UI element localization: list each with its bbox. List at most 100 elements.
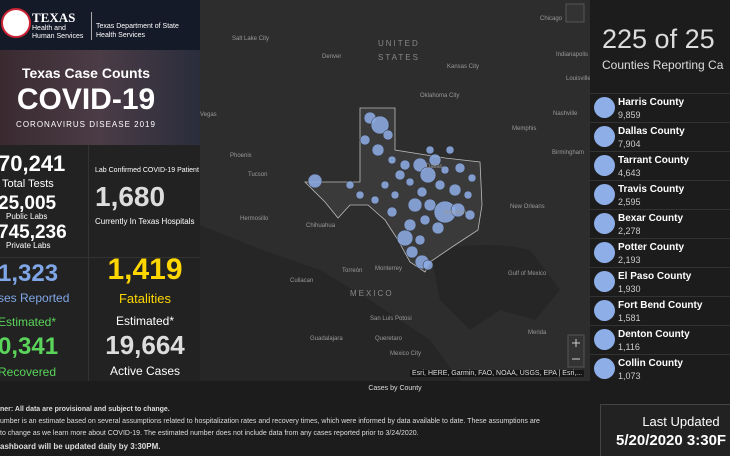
county-dot: [594, 155, 615, 176]
map-label: New Orleans: [510, 204, 545, 210]
map-label: Mexico City: [390, 351, 421, 357]
county-dot: [594, 271, 615, 292]
map-label: Torreón: [342, 268, 362, 274]
map-label: San Luis Potosi: [370, 316, 412, 322]
county-value: 1,116: [618, 342, 640, 352]
map-label: Chihuahua: [306, 223, 336, 229]
county-row-divider: [590, 122, 730, 123]
hospitalized-label: Currently In Texas Hospitals: [95, 217, 195, 226]
map-label: Phoenix: [230, 153, 252, 159]
total-tests: 70,241: [0, 151, 66, 176]
county-bubble: [405, 177, 415, 187]
county-value: 4,643: [618, 168, 641, 178]
banner-headline: COVID-19: [16, 83, 156, 116]
map-label: Hermosillo: [240, 216, 269, 222]
map-label: Chicago: [540, 16, 563, 22]
map-label: Merida: [528, 330, 547, 336]
map-label: Monterrey: [375, 266, 402, 272]
cases-label: ses Reported: [0, 291, 70, 305]
map-label: Gulf of Mexico: [508, 271, 547, 277]
county-bubble: [414, 234, 426, 246]
department: Texas Department of State Health Service…: [96, 23, 179, 39]
county-bubble: [450, 202, 466, 218]
total-tests-label: Total Tests: [2, 178, 54, 190]
county-bubble: [405, 245, 419, 259]
county-row-divider: [590, 296, 730, 297]
home-button[interactable]: [565, 3, 585, 23]
banner-subtitle: CORONAVIRUS DISEASE 2019: [16, 120, 156, 129]
map-label: Birmingham: [552, 150, 584, 156]
map-label: STATES: [378, 53, 420, 62]
county-dot: [594, 329, 615, 350]
recovered: 0,341: [0, 333, 59, 360]
county-value: 7,904: [618, 139, 641, 149]
banner: Texas Case Counts COVID-19 CORONAVIRUS D…: [0, 50, 200, 145]
county-name: Travis County: [618, 184, 685, 195]
county-row-divider: [590, 267, 730, 268]
disclaimer-line: umber is an estimate based on several as…: [0, 418, 540, 425]
county-bubble: [454, 162, 466, 174]
county-bubble: [407, 197, 423, 213]
county-bubble: [419, 214, 431, 226]
county-name: Harris County: [618, 97, 685, 108]
county-value: 9,859: [618, 110, 641, 120]
county-bubble: [440, 165, 450, 175]
county-dot: [594, 97, 615, 118]
county-bubble: [434, 179, 446, 191]
county-bubble: [448, 183, 462, 197]
map-label: Memphis: [512, 126, 536, 132]
county-bubble: [380, 180, 390, 190]
agency-sub: Health and Human Services: [32, 25, 84, 40]
county-row-divider: [590, 325, 730, 326]
hospital-note: Lab Confirmed COVID-19 Patient: [95, 167, 199, 174]
fatalities: 1,419: [107, 253, 183, 286]
map-label: Salt Lake City: [232, 36, 269, 42]
county-bubble: [370, 115, 390, 135]
county-bubble: [387, 155, 397, 165]
counties-panel: 225 of 25 Counties Reporting Ca Harris C…: [590, 0, 730, 400]
county-count: 225 of 25: [602, 24, 715, 54]
header: TEXAS Health and Human Services Texas De…: [0, 0, 200, 50]
county-value: 1,581: [618, 313, 641, 323]
county-dot: [594, 358, 615, 379]
cases: 1,323: [0, 260, 59, 287]
county-bubble: [394, 169, 406, 181]
county-bubble: [345, 180, 355, 190]
recovered-note: Estimated*: [0, 315, 57, 329]
disclaimer-line: ashboard will be updated daily by 3:30PM…: [0, 442, 161, 451]
county-bubble: [467, 173, 477, 183]
public-labs-label: Public Labs: [6, 212, 48, 221]
disclaimer-line: ner: All data are provisional and subjec…: [0, 406, 170, 413]
county-bubble: [307, 173, 323, 189]
divider: [91, 12, 92, 40]
county-bubble: [464, 209, 476, 221]
county-value: 2,278: [618, 226, 641, 236]
map-label: Nashville: [553, 111, 578, 117]
county-bubble: [425, 145, 435, 155]
map-label: Louisville: [566, 76, 590, 82]
county-value: 1,930: [618, 284, 641, 294]
county-bubble: [359, 134, 371, 146]
map-label: Indianapolis: [556, 52, 588, 58]
county-bubble: [370, 195, 380, 205]
county-bubble: [463, 190, 473, 200]
county-bubble: [382, 129, 394, 141]
county-value: 2,193: [618, 255, 641, 265]
county-bubble: [422, 259, 434, 271]
active: 19,664: [105, 330, 185, 360]
gulf: [430, 245, 560, 330]
divider: [0, 257, 200, 258]
county-value: 1,073: [618, 371, 641, 381]
disclaimer-line: to change as we learn more about COVID-1…: [0, 430, 419, 437]
county-bubble: [445, 145, 455, 155]
active-note: Estimated*: [115, 314, 175, 328]
map-label: Dallas: [426, 164, 443, 170]
county-row-divider: [590, 209, 730, 210]
county-value: 2,595: [618, 197, 641, 207]
map-caption: Cases by County: [368, 385, 422, 392]
county-bubble: [390, 190, 400, 200]
recovered-label: Recovered: [0, 365, 57, 379]
county-dot: [594, 213, 615, 234]
hospitalized: 1,680: [95, 181, 166, 212]
map-label: Kansas City: [447, 64, 479, 70]
